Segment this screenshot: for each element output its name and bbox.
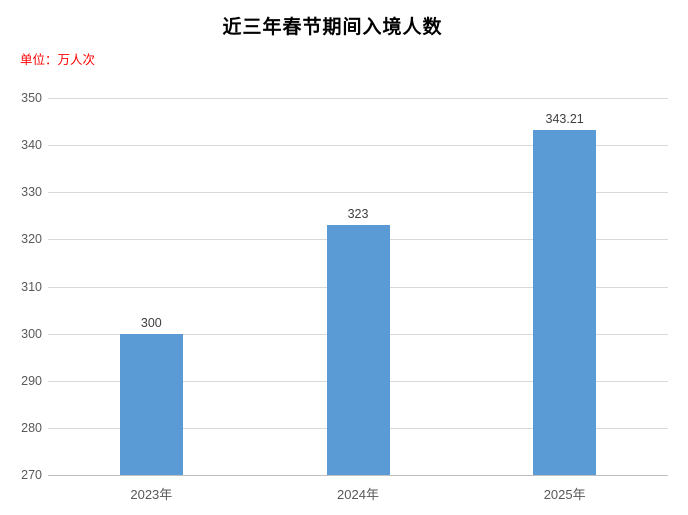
y-tick-label: 320 bbox=[21, 232, 42, 247]
y-tick-label: 300 bbox=[21, 326, 42, 341]
bar-value-label: 300 bbox=[140, 315, 162, 330]
bar-2024年 bbox=[326, 225, 390, 475]
y-tick-label: 340 bbox=[21, 138, 42, 153]
y-tick-label: 310 bbox=[21, 279, 42, 294]
y-tick-label: 350 bbox=[21, 91, 42, 105]
gridline bbox=[48, 98, 668, 99]
bar-2025年 bbox=[533, 129, 597, 475]
x-axis-line bbox=[48, 475, 668, 476]
y-tick-label: 330 bbox=[21, 185, 42, 200]
bar-2023年 bbox=[119, 333, 183, 475]
chart-title: 近三年春节期间入境人数 bbox=[222, 16, 443, 38]
gridline bbox=[48, 145, 668, 147]
y-tick-label: 280 bbox=[21, 420, 42, 435]
y-tick-label: 290 bbox=[21, 373, 42, 388]
unit-label: 单位：万人次 bbox=[20, 53, 96, 67]
bar-value-label: 343.21 bbox=[545, 111, 584, 126]
x-tick-label: 2025年 bbox=[543, 487, 586, 502]
bar-value-label: 323 bbox=[347, 207, 369, 222]
gridline bbox=[48, 192, 668, 194]
y-tick-label: 270 bbox=[21, 468, 42, 482]
x-tick-label: 2024年 bbox=[337, 487, 379, 502]
x-tick-label: 2023年 bbox=[130, 487, 173, 502]
